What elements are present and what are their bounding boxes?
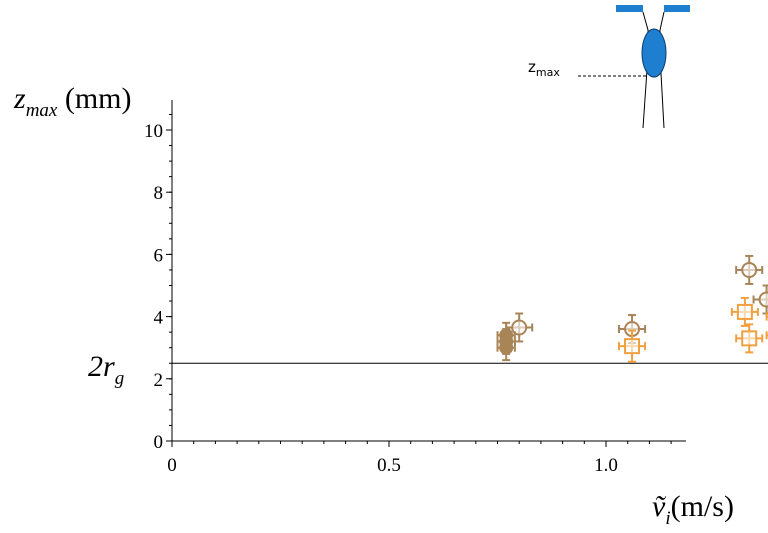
data-point	[765, 331, 768, 340]
marker-open-circle	[511, 319, 528, 336]
inset-diagram: zmax	[528, 5, 690, 129]
reference-label: 2rg	[88, 350, 124, 389]
x-tick-label: 0	[167, 455, 177, 476]
data-point	[730, 296, 759, 327]
x-tick-label: 1.0	[594, 455, 618, 476]
marker-open-circle	[758, 291, 768, 308]
data-point	[618, 329, 647, 363]
data-point	[752, 284, 768, 315]
inset-bar-left	[616, 5, 643, 12]
y-tick-label: 6	[154, 245, 164, 266]
data-point	[735, 323, 764, 354]
y-axis-title: zmax (mm)	[13, 82, 132, 121]
inset-zmax-label: zmax	[528, 58, 560, 79]
data-points	[496, 254, 768, 363]
data-point	[496, 334, 516, 362]
marker-open-square	[624, 338, 641, 355]
y-tick-label: 0	[154, 432, 164, 453]
y-tick-label: 10	[144, 121, 163, 142]
inset-drop	[641, 28, 667, 78]
marker-filled-circle	[499, 340, 514, 355]
data-point	[765, 312, 768, 321]
x-tick-label: 0.5	[377, 455, 401, 476]
data-point	[735, 254, 764, 285]
x-axis-title: ṽi(m/s)	[652, 490, 734, 529]
marker-open-circle	[741, 261, 758, 278]
ticks	[166, 113, 672, 447]
axes	[171, 100, 686, 442]
marker-open-square	[736, 303, 753, 320]
inset-bar-right	[664, 5, 690, 12]
y-tick-label: 2	[154, 370, 164, 391]
y-tick-label: 8	[154, 183, 164, 204]
y-tick-label: 4	[154, 308, 164, 329]
marker-open-square	[741, 330, 758, 347]
